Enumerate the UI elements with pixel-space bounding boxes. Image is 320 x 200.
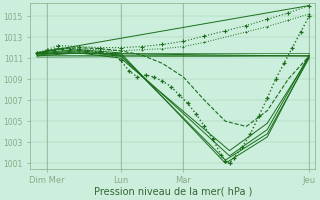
X-axis label: Pression niveau de la mer( hPa ): Pression niveau de la mer( hPa ) (94, 187, 252, 197)
